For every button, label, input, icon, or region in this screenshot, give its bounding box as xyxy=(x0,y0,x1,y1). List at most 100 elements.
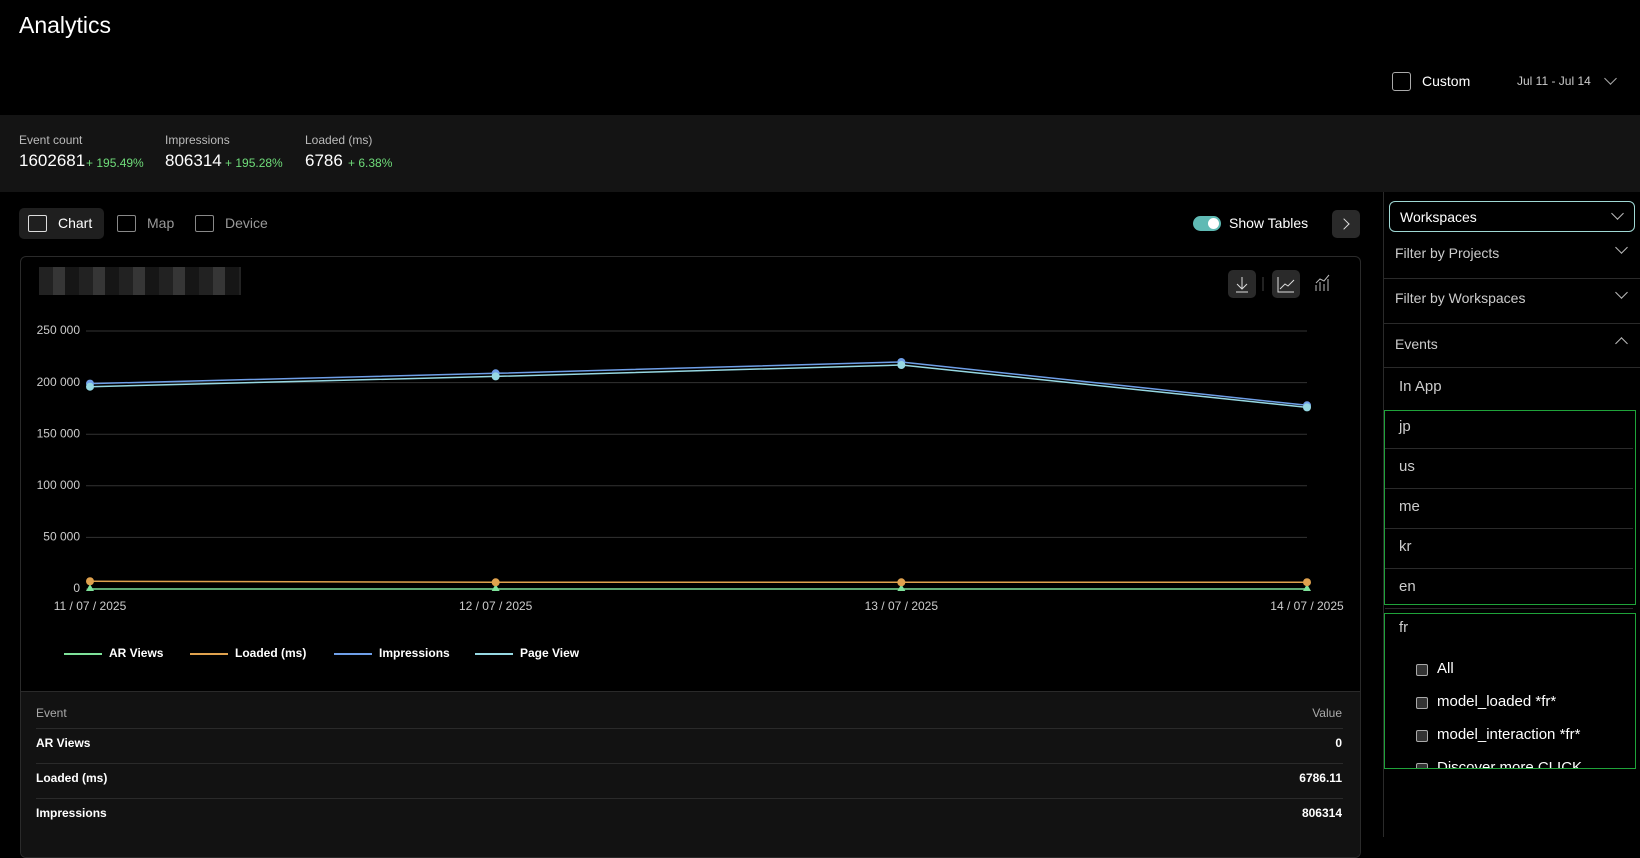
select-label: Workspaces xyxy=(1400,209,1477,225)
option-label[interactable]: model_interaction *fr* xyxy=(1437,726,1581,743)
event-group[interactable]: us xyxy=(1399,458,1415,475)
cell: 0 xyxy=(1335,736,1342,750)
chevron xyxy=(1615,286,1628,299)
date-range[interactable]: Jul 11 - Jul 14 xyxy=(1517,74,1591,88)
row-divider xyxy=(1385,488,1633,489)
calendar-icon[interactable] xyxy=(1392,72,1411,91)
option-label[interactable]: model_loaded *fr* xyxy=(1437,693,1557,710)
stat-value: 6786 xyxy=(305,151,343,170)
row-divider xyxy=(36,763,1343,764)
x-tick-label: 11 / 07 / 2025 xyxy=(54,599,127,613)
row-divider xyxy=(1385,568,1633,569)
stat-label: Impressions xyxy=(165,133,230,147)
date-chevron[interactable] xyxy=(1604,72,1617,85)
tab[interactable]: Chart xyxy=(58,215,93,231)
tab[interactable]: Device xyxy=(225,215,268,231)
stat-label: Event count xyxy=(19,133,83,147)
checkbox[interactable] xyxy=(1416,697,1428,709)
filter-row[interactable]: Filter by Projects xyxy=(1384,240,1640,279)
legend-label: Page View xyxy=(520,646,580,660)
point xyxy=(897,584,906,591)
event-group[interactable]: kr xyxy=(1399,538,1412,555)
stat-change: + 195.49% xyxy=(86,156,144,170)
event-group[interactable]: en xyxy=(1399,578,1416,595)
row-divider xyxy=(1385,608,1633,609)
filter-label: Filter by Workspaces xyxy=(1395,290,1526,306)
toggle[interactable] xyxy=(1193,216,1221,231)
event-group[interactable]: In App xyxy=(1399,378,1442,395)
cell: Loaded (ms) xyxy=(36,771,108,785)
stat-value: 806314 xyxy=(165,151,222,170)
y-tick-label: 100 000 xyxy=(37,478,81,492)
cell: 6786.11 xyxy=(1299,771,1342,785)
chart-panel: 0 50 000 100 000 150 000 200 000 250 000 11 / … xyxy=(20,256,1361,858)
next-button[interactable] xyxy=(1332,210,1360,238)
row-divider xyxy=(36,728,1343,729)
stats-bar: Event count 1602681 + 195.49% Impressions 80… xyxy=(0,115,1640,192)
legend-label: Loaded (ms) xyxy=(235,646,306,660)
point xyxy=(1303,403,1311,412)
row-divider xyxy=(36,798,1343,799)
y-tick-label: 0 xyxy=(73,581,80,595)
download-icon xyxy=(1236,277,1248,293)
page: Analytics Custom Jul 11 - Jul 14 Event c… xyxy=(0,12,1640,858)
series-line xyxy=(89,580,1308,584)
highlight-box xyxy=(1384,410,1636,605)
tab-icon[interactable] xyxy=(28,215,47,232)
stat-change: + 6.38% xyxy=(348,156,393,170)
date-mode[interactable]: Custom xyxy=(1422,73,1471,89)
row-divider xyxy=(1385,448,1633,449)
y-tick-label: 50 000 xyxy=(43,530,80,544)
event-group[interactable]: fr xyxy=(1399,619,1409,636)
y-tick-label: 200 000 xyxy=(37,375,81,389)
point xyxy=(491,372,500,381)
chart: 0 50 000 100 000 150 000 200 000 250 000 11 / … xyxy=(37,270,1344,660)
blurred-title xyxy=(39,267,241,295)
line-chart-icon xyxy=(1277,277,1295,293)
show-tables-label[interactable]: Show Tables xyxy=(1229,215,1309,231)
option-label[interactable]: All xyxy=(1437,660,1454,677)
x-tick-label: 13 / 07 / 2025 xyxy=(865,599,939,613)
stat-value: 1602681 xyxy=(19,151,86,170)
table-header[interactable]: Event xyxy=(36,706,67,720)
point xyxy=(1303,584,1311,591)
y-tick-label: 150 000 xyxy=(37,426,81,440)
row-divider xyxy=(1385,528,1633,529)
checkbox[interactable] xyxy=(1416,664,1428,676)
highlight-box: All model_loaded *fr* model_interaction *f… xyxy=(1384,613,1636,769)
point xyxy=(86,577,94,586)
table-header[interactable]: Value xyxy=(1312,706,1342,720)
point xyxy=(86,382,94,391)
checkbox[interactable] xyxy=(1416,763,1428,768)
filter-row[interactable]: Filter by Workspaces xyxy=(1384,285,1640,324)
point xyxy=(1303,578,1311,587)
x-tick-label: 12 / 07 / 2025 xyxy=(459,599,533,613)
stat-label: Loaded (ms) xyxy=(305,133,373,147)
tab[interactable]: Map xyxy=(147,215,175,231)
events-label: Events xyxy=(1395,336,1438,352)
page-title: Analytics xyxy=(19,12,112,38)
x-tick-label: 14 / 07 / 2025 xyxy=(1270,599,1344,613)
tab-icon[interactable] xyxy=(195,215,214,232)
point xyxy=(491,578,500,587)
series-line xyxy=(89,361,1308,407)
chevron xyxy=(1615,241,1628,254)
cell: AR Views xyxy=(36,736,91,750)
y-tick-label: 250 000 xyxy=(37,323,81,337)
cell: Impressions xyxy=(36,806,107,820)
bar-chart-icon[interactable] xyxy=(1315,274,1330,291)
chevron xyxy=(1615,337,1628,350)
point xyxy=(897,578,906,587)
point xyxy=(86,584,94,591)
stat-change: + 195.28% xyxy=(225,156,283,170)
events-row[interactable]: Events xyxy=(1384,325,1640,368)
point xyxy=(491,584,500,591)
event-group[interactable]: jp xyxy=(1399,418,1411,435)
tab-icon[interactable] xyxy=(117,215,136,232)
workspace-select[interactable]: Workspaces xyxy=(1389,201,1635,232)
event-group[interactable]: me xyxy=(1399,498,1420,515)
legend-label: Impressions xyxy=(379,646,450,660)
option-label[interactable]: Discover more CLICK xyxy=(1437,759,1583,769)
checkbox[interactable] xyxy=(1416,730,1428,742)
line-chart-button[interactable] xyxy=(1272,270,1300,298)
